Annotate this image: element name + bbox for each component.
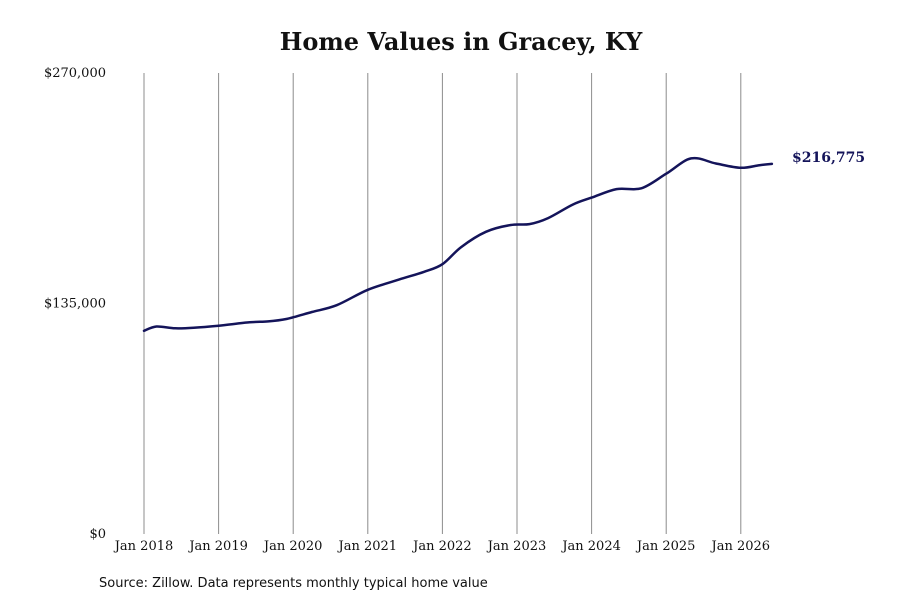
x-axis-ticks: Jan 2018 Jan 2019 Jan 2020 Jan 2021 Jan 2022… [113, 539, 770, 554]
x-tick-label: Jan 2024 [560, 539, 621, 554]
x-tick-label: Jan 2025 [635, 539, 696, 554]
x-tick-label: Jan 2019 [187, 539, 248, 554]
source-note: Source: Zillow. Data represents monthly … [99, 576, 488, 591]
y-axis-ticks: $0 $135,000 $270,000 [44, 66, 106, 542]
home-value-line [142, 156, 774, 333]
y-tick-label: $135,000 [44, 297, 106, 312]
x-tick-label: Jan 2020 [262, 539, 323, 554]
y-tick-label: $270,000 [44, 66, 106, 81]
x-tick-label: Jan 2021 [337, 539, 398, 554]
latest-value-label: $216,775 [792, 150, 865, 166]
y-tick-label: $0 [89, 527, 106, 542]
vertical-gridlines [143, 73, 742, 534]
chart-title: Home Values in Gracey, KY [280, 27, 643, 56]
x-tick-label: Jan 2022 [411, 539, 472, 554]
x-tick-label: Jan 2023 [486, 539, 547, 554]
x-tick-label: Jan 2026 [710, 539, 771, 554]
x-tick-label: Jan 2018 [113, 539, 174, 554]
